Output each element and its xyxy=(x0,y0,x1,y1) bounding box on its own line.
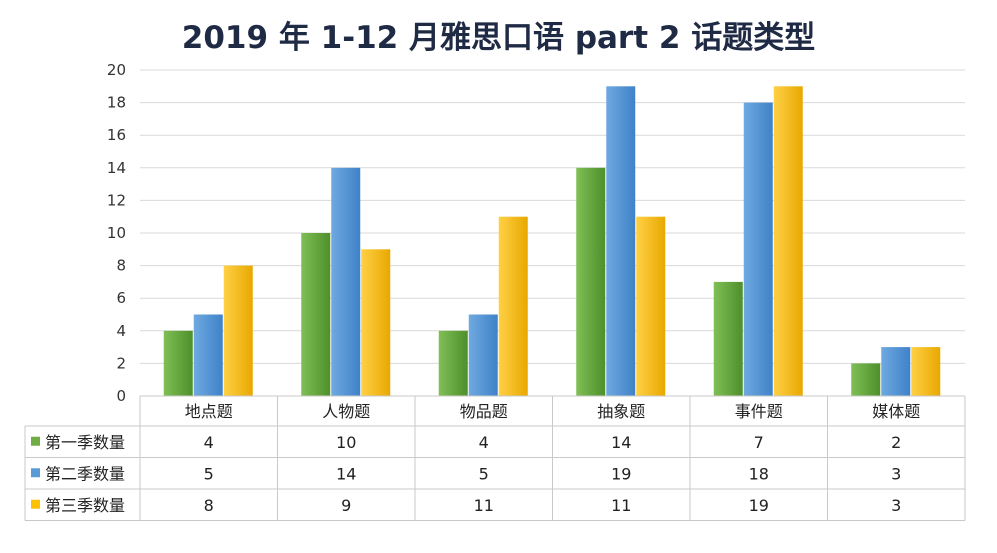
bar xyxy=(361,249,391,396)
data-table-cell: 5 xyxy=(204,464,214,483)
data-table-cell: 10 xyxy=(336,433,356,452)
legend-label: 第二季数量 xyxy=(45,464,125,483)
bar xyxy=(163,330,193,396)
y-tick-label: 0 xyxy=(116,387,126,405)
legend-label: 第三季数量 xyxy=(45,496,125,515)
gridlines xyxy=(140,69,965,397)
category-label: 地点题 xyxy=(185,402,233,421)
y-axis: 0 2 4 6 8 10 12 14 16 18 20 xyxy=(107,61,126,405)
bar xyxy=(743,102,773,396)
y-tick-label: 2 xyxy=(116,354,126,372)
data-table-cell: 4 xyxy=(479,433,489,452)
data-table-cell: 3 xyxy=(891,464,901,483)
bar xyxy=(498,216,528,396)
bar xyxy=(636,216,666,396)
y-tick-label: 16 xyxy=(107,126,126,144)
y-tick-label: 8 xyxy=(116,257,126,275)
legend-swatch xyxy=(31,468,40,478)
data-table-cell: 7 xyxy=(754,433,764,452)
data-table-cell: 3 xyxy=(891,496,901,515)
data-table-cell: 4 xyxy=(204,433,214,452)
y-tick-label: 14 xyxy=(107,159,126,177)
category-label: 媒体题 xyxy=(872,402,920,421)
bar xyxy=(606,86,636,397)
bar xyxy=(881,347,911,396)
legend-swatch xyxy=(31,499,40,509)
data-table-cell: 11 xyxy=(611,496,631,515)
category-label: 抽象题 xyxy=(597,402,645,421)
bar xyxy=(193,314,223,396)
bars xyxy=(163,86,941,397)
bar xyxy=(468,314,498,396)
data-table-cell: 2 xyxy=(891,433,901,452)
data-table-cell: 14 xyxy=(336,464,356,483)
y-tick-label: 18 xyxy=(107,94,126,112)
bar xyxy=(223,265,253,396)
bar xyxy=(773,86,803,397)
data-table-cell: 5 xyxy=(479,464,489,483)
bar xyxy=(713,281,743,396)
bar xyxy=(438,330,468,396)
data-table-cell: 14 xyxy=(611,433,631,452)
data-table-cell: 19 xyxy=(749,496,769,515)
legend-swatch xyxy=(31,436,40,446)
bar xyxy=(331,167,361,396)
legend-label: 第一季数量 xyxy=(45,433,125,452)
bar xyxy=(301,233,331,396)
y-tick-label: 6 xyxy=(116,289,126,307)
data-table-cell: 8 xyxy=(204,496,214,515)
data-table-cell: 9 xyxy=(341,496,351,515)
category-label: 物品题 xyxy=(460,402,508,421)
category-label: 事件题 xyxy=(735,402,783,421)
chart-title: 2019 年 1-12 月雅思口语 part 2 话题类型 xyxy=(181,20,816,56)
bar xyxy=(576,167,606,396)
category-label: 人物题 xyxy=(322,402,370,421)
y-tick-label: 10 xyxy=(107,224,126,242)
bar xyxy=(851,363,881,396)
bar xyxy=(911,347,941,396)
data-table-cell: 19 xyxy=(611,464,631,483)
y-tick-label: 12 xyxy=(107,191,126,209)
data-table-cell: 11 xyxy=(474,496,494,515)
y-tick-label: 20 xyxy=(107,61,126,79)
y-tick-label: 4 xyxy=(116,322,126,340)
data-table-cell: 18 xyxy=(749,464,769,483)
